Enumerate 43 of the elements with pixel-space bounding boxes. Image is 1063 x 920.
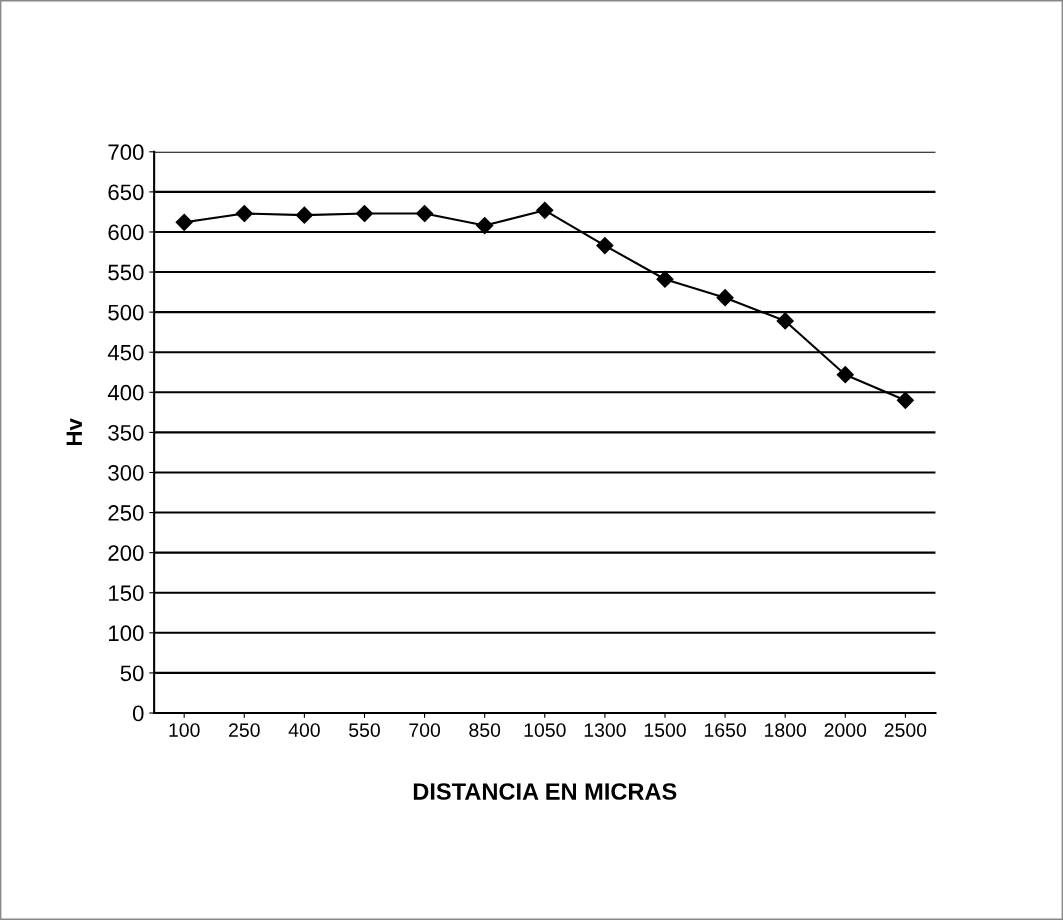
x-tick-label: 2500 — [884, 723, 927, 737]
y-tick-label: 350 — [108, 424, 144, 441]
x-tick-label: 1300 — [584, 723, 626, 737]
point — [235, 204, 253, 223]
point — [716, 289, 734, 307]
y-tick-label: 300 — [108, 465, 144, 481]
y-tick-label: 400 — [107, 384, 144, 401]
point — [476, 217, 494, 235]
x-tick-label: 1500 — [644, 723, 686, 737]
y-tick-label: 100 — [109, 625, 144, 642]
point — [295, 206, 313, 224]
point — [656, 270, 674, 288]
point — [896, 391, 914, 409]
x-tick-label: 1050 — [524, 723, 566, 737]
x-tick-label: 250 — [229, 723, 260, 737]
y-tick-label: 450 — [107, 344, 144, 361]
point — [536, 201, 554, 219]
point — [836, 366, 854, 384]
x-axis-title: DISTANCIA EN MICRAS — [413, 783, 677, 800]
y-tick-label: 200 — [108, 545, 144, 561]
y-tick-label: 650 — [108, 184, 144, 201]
x-tick-label: 2000 — [824, 723, 867, 737]
x-tick-label: 550 — [349, 723, 380, 737]
y-tick-label: 50 — [120, 665, 144, 682]
y-axis-title: Hv — [66, 418, 82, 446]
y-tick-label: 250 — [108, 505, 144, 521]
x-tick-label: 700 — [409, 723, 441, 737]
x-tick-label: 1650 — [704, 723, 746, 737]
x-tick-label: 850 — [469, 723, 501, 737]
point — [175, 213, 193, 231]
y-tick-label: 150 — [109, 585, 144, 602]
x-tick-label: 100 — [169, 723, 200, 737]
y-tick-label: 500 — [108, 304, 144, 321]
x-tick-label: 1800 — [765, 723, 807, 737]
point — [355, 204, 374, 223]
y-tick-label: 600 — [108, 224, 144, 241]
point — [596, 237, 614, 255]
point — [776, 312, 794, 330]
y-tick-label: 0 — [132, 705, 144, 722]
y-tick-label: 550 — [108, 264, 144, 281]
y-tick-label: 700 — [108, 144, 144, 161]
x-tick-label: 400 — [288, 723, 320, 737]
point — [416, 204, 434, 223]
